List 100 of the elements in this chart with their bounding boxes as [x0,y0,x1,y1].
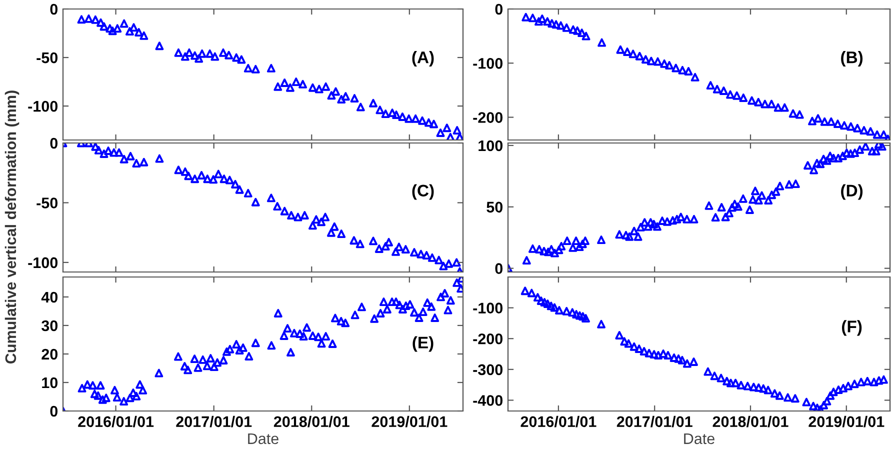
point [578,28,586,38]
point [126,152,135,160]
point [760,100,770,108]
x-axis-title: Date [684,433,714,444]
point [732,91,742,100]
point [100,22,108,31]
point [582,32,590,40]
point [184,172,193,180]
point [294,212,302,222]
y-axis-title: Cumulative vertical deformation (mm) [4,90,20,364]
point [866,127,875,136]
point [840,121,849,130]
x-tick-label: 2016/01/01 [520,416,596,428]
point [706,81,715,90]
point [337,95,346,104]
point [140,31,148,40]
point [434,256,444,264]
point [381,110,390,118]
y-tick-label: -400 [473,395,503,406]
point [300,211,309,220]
point [237,55,246,64]
point [209,175,218,184]
point [860,126,868,134]
y-tick-label: 30 [42,320,58,332]
point [314,84,324,94]
point [635,52,644,60]
y-tick-label: 20 [42,348,58,360]
point [846,122,856,131]
point [134,28,144,37]
point [327,91,336,100]
point [833,120,842,128]
point [322,82,330,91]
point [251,64,260,74]
point [754,98,763,106]
point [180,167,190,176]
point [616,45,625,54]
point [410,248,418,257]
point [130,23,138,32]
point [180,52,190,61]
point [814,114,822,123]
annotation: (C) [412,184,434,200]
y-tick-label: 0 [50,4,58,15]
point [398,112,407,121]
point [104,146,113,155]
point [430,120,438,128]
annotation: (E) [412,336,434,352]
point [690,72,700,82]
x-tick-label: 2017/01/01 [176,416,252,428]
point [110,148,118,157]
point [350,236,358,245]
point [220,174,228,184]
point [598,38,606,47]
point [140,158,148,166]
point [274,82,282,91]
point [774,103,782,112]
point [231,180,240,188]
point [198,49,206,58]
point [286,83,294,92]
annotation: (A) [412,51,434,67]
point [712,84,722,94]
point [879,130,888,139]
point [568,25,578,34]
point [235,185,244,194]
point [573,26,582,35]
x-tick-label: 2016/01/01 [78,416,154,428]
point [356,102,365,112]
point [96,18,106,27]
point [401,245,410,254]
point [91,15,100,24]
x-tick-label: 2019/01/01 [808,416,884,428]
point [436,128,445,137]
point [337,230,346,238]
y-tick-label: -200 [473,112,503,123]
point [392,247,400,256]
point [562,23,571,32]
point [190,174,200,184]
y-tick-label: -50 [36,198,58,208]
point [244,188,252,198]
point [374,244,384,253]
point [174,48,183,57]
point [369,236,378,246]
point [312,215,320,224]
point [646,56,656,66]
point [623,48,632,56]
point [538,14,546,23]
point [298,80,308,88]
y-tick-label: 50 [486,202,503,213]
point [452,126,462,135]
point [232,53,241,62]
point [330,222,339,231]
annotation: (B) [841,51,863,67]
x-tick-label: 2017/01/01 [616,416,692,428]
y-tick-label: -200 [473,333,503,344]
point [684,67,693,76]
point [114,148,124,157]
point [719,86,728,95]
point [442,124,452,132]
point [308,221,317,230]
point [820,117,829,126]
point [356,240,364,248]
